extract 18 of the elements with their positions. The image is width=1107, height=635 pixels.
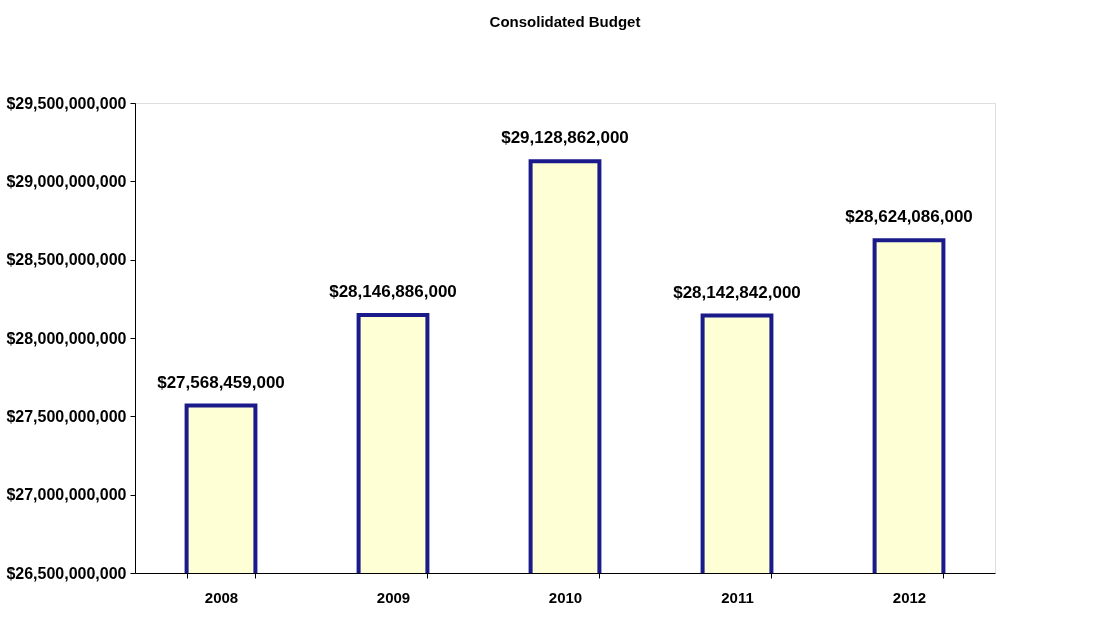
y-tick-label: $28,500,000,000 [6,251,127,269]
text: $28,624,086,000 [845,207,973,227]
y-tick-label: $26,500,000,000 [6,564,127,582]
text: $27,568,459,000 [157,372,285,392]
y-tick-label: $28,000,000,000 [6,329,127,347]
x-tick-label: 2010 [548,588,583,606]
x-tick-label: 2012 [892,588,927,606]
x-tick-label: 2011 [721,588,754,606]
chart-title: Consolidated Budget [489,13,641,30]
y-tick-label: $27,000,000,000 [6,486,127,504]
y-tick-label: $27,500,000,000 [6,407,127,425]
y-tick-label: $29,000,000,000 [6,172,127,190]
x-tick-label: 2009 [376,588,411,606]
text: $28,142,842,000 [673,282,801,302]
text: $29,128,862,000 [501,128,629,148]
y-tick-label: $29,500,000,000 [6,94,127,112]
text: $28,146,886,000 [329,281,457,301]
x-tick-label: 2008 [204,588,239,606]
